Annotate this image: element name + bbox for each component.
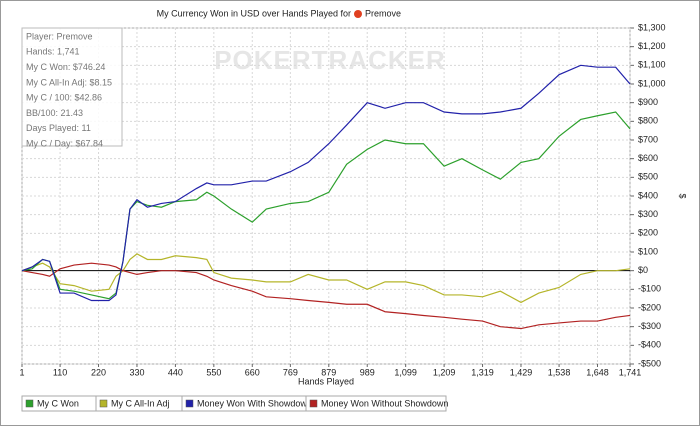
series-line (21, 262, 631, 330)
x-tick-label: 330 (129, 367, 144, 377)
x-tick-label: 220 (91, 367, 106, 377)
y-tick-label: $500 (638, 172, 658, 182)
series-line (21, 111, 631, 300)
x-tick-label: 660 (245, 367, 260, 377)
y-tick-label: $100 (638, 246, 658, 256)
x-tick-label: 989 (360, 367, 375, 377)
x-tick-label: 1,209 (433, 367, 456, 377)
x-tick-label: 550 (206, 367, 221, 377)
chart-title-player: Premove (365, 8, 401, 18)
x-tick-label: 1,538 (548, 367, 571, 377)
y-tick-label: $400 (638, 190, 658, 200)
y-tick-label: -$500 (638, 358, 661, 368)
y-tick-label: $900 (638, 97, 658, 107)
y-tick-label: $0 (638, 265, 648, 275)
legend-label: My C Won (37, 398, 79, 408)
stats-text: My C / 100: $42.86 (26, 93, 102, 103)
y-tick-label: -$200 (638, 302, 661, 312)
x-tick-label: 440 (168, 367, 183, 377)
y-tick-label: -$300 (638, 321, 661, 331)
x-tick-label: 1,429 (510, 367, 533, 377)
y-tick-label: $700 (638, 134, 658, 144)
y-tick-label: $800 (638, 116, 658, 126)
legend-swatch (99, 399, 108, 408)
y-tick-label: $1,200 (638, 41, 666, 51)
stats-text: My C All-In Adj: $8.15 (26, 77, 112, 87)
y-tick-label: -$400 (638, 340, 661, 350)
x-tick-label: 1,648 (586, 367, 609, 377)
legend-swatch (185, 399, 194, 408)
series-line (21, 64, 631, 302)
y-axis-label: $ (678, 193, 688, 198)
chart-title: My Currency Won in USD over Hands Played… (157, 8, 351, 18)
y-tick-label: $600 (638, 153, 658, 163)
legend-label: Money Won Without Showdown (321, 398, 448, 408)
x-tick-label: 1,319 (471, 367, 494, 377)
stats-text: My C Won: $746.24 (26, 62, 105, 72)
watermark: POKERTRACKER (214, 45, 446, 75)
legend-swatch (25, 399, 34, 408)
y-tick-label: $200 (638, 228, 658, 238)
stats-text: BB/100: 21.43 (26, 108, 83, 118)
stats-text: Player: Premove (26, 31, 93, 41)
stats-text: Hands: 1,741 (26, 47, 80, 57)
x-tick-label: 879 (321, 367, 336, 377)
legend-box (305, 395, 447, 412)
x-tick-label: 1 (19, 367, 24, 377)
legend-swatch (309, 399, 318, 408)
y-tick-label: -$100 (638, 284, 661, 294)
x-tick-label: 769 (283, 367, 298, 377)
stats-box (21, 27, 123, 147)
legend-label: Money Won With Showdown (197, 398, 312, 408)
legend-label: My C All-In Adj (111, 398, 170, 408)
y-tick-label: $1,000 (638, 78, 666, 88)
y-tick-label: $1,100 (638, 60, 666, 70)
x-tick-label: 1,741 (619, 367, 642, 377)
series-line (21, 253, 631, 304)
x-axis-label: Hands Played (298, 376, 354, 386)
x-tick-label: 1,099 (394, 367, 417, 377)
y-tick-label: $300 (638, 209, 658, 219)
x-tick-label: 110 (53, 367, 67, 377)
stats-text: Days Played: 11 (26, 123, 91, 133)
player-icon (354, 10, 362, 18)
y-tick-label: $1,300 (638, 22, 666, 32)
stats-text: My C / Day: $67.84 (26, 138, 103, 148)
